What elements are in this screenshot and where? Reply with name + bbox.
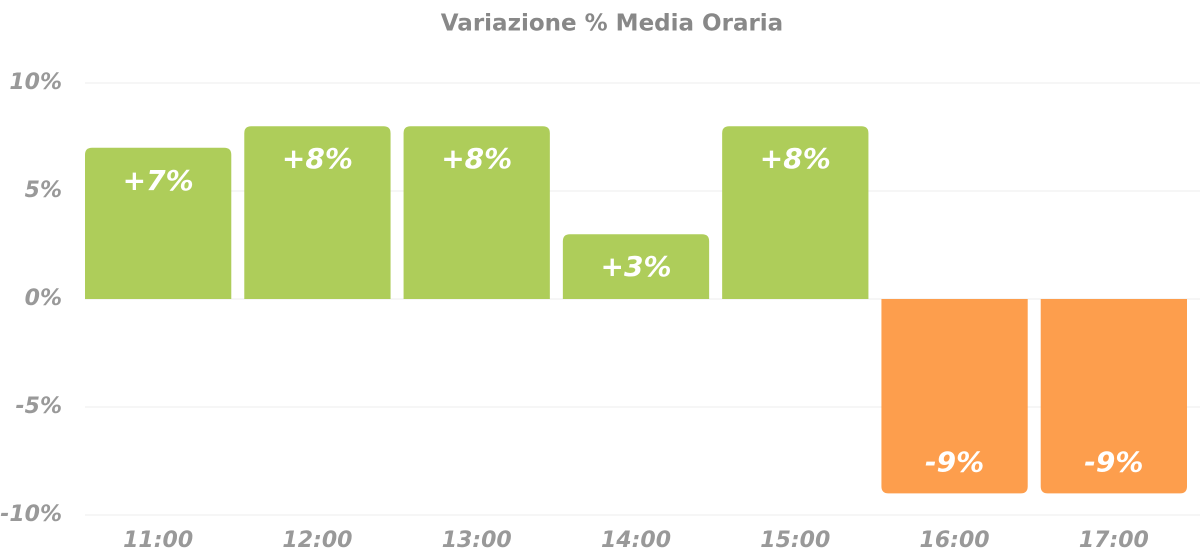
y-tick-label: 10%: [9, 70, 62, 95]
x-tick-label: 15:00: [760, 528, 830, 553]
x-tick-label: 16:00: [920, 528, 990, 553]
bar: [403, 126, 550, 299]
chart-title: Variazione % Media Oraria: [441, 11, 783, 37]
x-tick-label: 12:00: [282, 528, 352, 553]
value-label: +8%: [282, 142, 353, 175]
y-tick-label: -10%: [0, 502, 62, 527]
y-tick-label: 5%: [25, 178, 62, 203]
bar: [85, 147, 232, 299]
bar: [722, 126, 869, 299]
bar: [562, 234, 710, 299]
bar: [244, 126, 391, 299]
bar: [1040, 299, 1187, 494]
value-label: +8%: [760, 142, 831, 175]
x-tick-label: 14:00: [601, 528, 671, 553]
y-tick-label: -5%: [16, 394, 62, 419]
y-tick-label: 0%: [25, 286, 62, 311]
value-label: +8%: [441, 142, 512, 175]
value-label: -9%: [925, 445, 984, 478]
x-tick-label: 13:00: [442, 528, 512, 553]
x-tick-label: 17:00: [1079, 528, 1149, 553]
value-label: +7%: [123, 164, 194, 197]
value-label: +3%: [601, 250, 672, 283]
x-tick-label: 11:00: [123, 528, 193, 553]
bar: [881, 299, 1028, 494]
value-label: -9%: [1084, 445, 1143, 478]
